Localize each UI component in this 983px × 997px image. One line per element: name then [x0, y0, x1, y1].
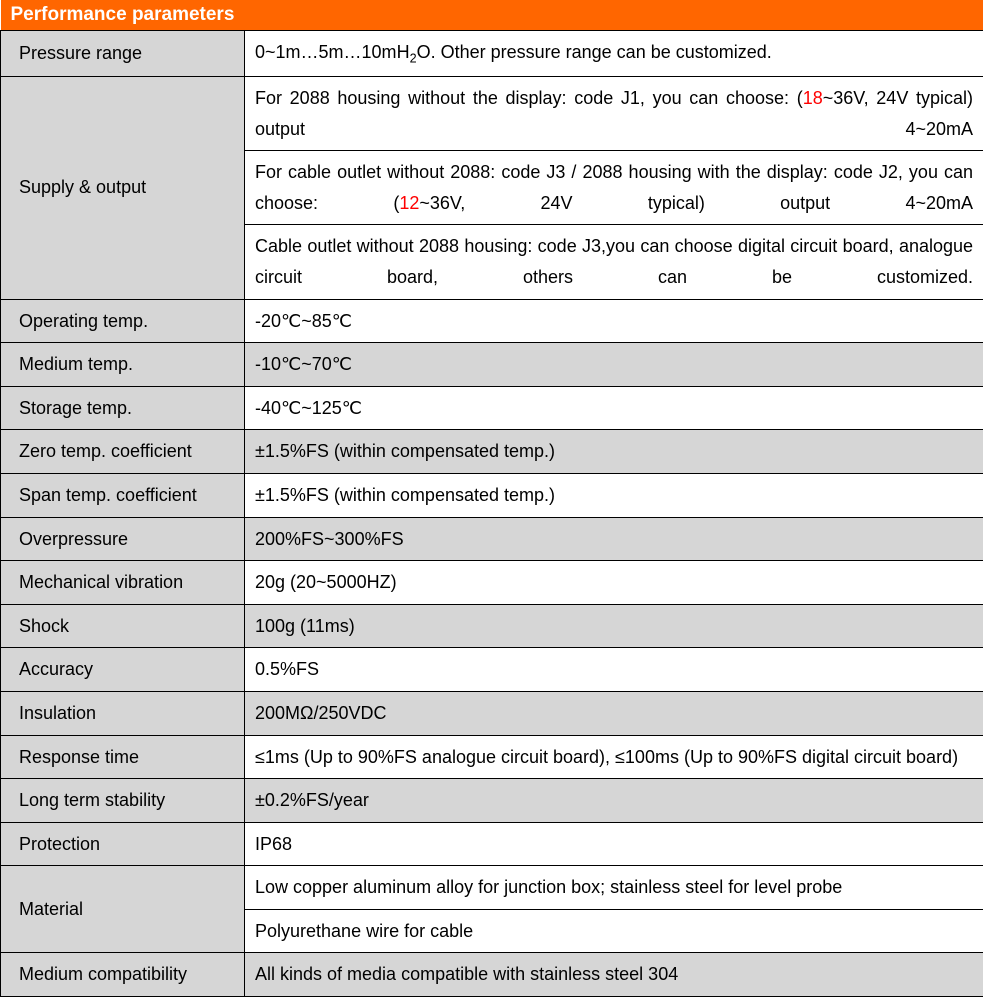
value-storage-temp: -40℃~125℃: [245, 386, 983, 430]
header-row: Performance parameters: [1, 0, 983, 31]
row-medium-compat: Medium compatibility All kinds of media …: [1, 953, 983, 997]
supply2-red: 12: [399, 193, 419, 213]
label-zero-coeff: Zero temp. coefficient: [1, 430, 245, 474]
label-overpressure: Overpressure: [1, 517, 245, 561]
supply1-red: 18: [803, 88, 823, 108]
label-medium-temp: Medium temp.: [1, 343, 245, 387]
header-title: Performance parameters: [1, 0, 983, 31]
row-long-term: Long term stability ±0.2%FS/year: [1, 779, 983, 823]
row-supply-output-1: Supply & output For 2088 housing without…: [1, 77, 983, 151]
value-mech-vibration: 20g (20~5000HZ): [245, 561, 983, 605]
row-mech-vibration: Mechanical vibration 20g (20~5000HZ): [1, 561, 983, 605]
supply1-pre: For 2088 housing without the display: co…: [255, 88, 803, 108]
value-shock: 100g (11ms): [245, 604, 983, 648]
value-supply-output-3: Cable outlet without 2088 housing: code …: [245, 225, 983, 299]
pressure-unit: H2O.: [397, 42, 436, 62]
row-operating-temp: Operating temp. -20℃~85℃: [1, 299, 983, 343]
pressure-suffix: Other pressure range can be customized.: [436, 42, 772, 62]
value-supply-output-1: For 2088 housing without the display: co…: [245, 77, 983, 151]
label-mech-vibration: Mechanical vibration: [1, 561, 245, 605]
row-accuracy: Accuracy 0.5%FS: [1, 648, 983, 692]
label-protection: Protection: [1, 822, 245, 866]
row-insulation: Insulation 200MΩ/250VDC: [1, 691, 983, 735]
label-accuracy: Accuracy: [1, 648, 245, 692]
value-zero-coeff: ±1.5%FS (within compensated temp.): [245, 430, 983, 474]
value-supply-output-2: For cable outlet without 2088: code J3 /…: [245, 151, 983, 225]
value-pressure-range: 0~1m…5m…10mH2O. Other pressure range can…: [245, 31, 983, 77]
row-medium-temp: Medium temp. -10℃~70℃: [1, 343, 983, 387]
label-operating-temp: Operating temp.: [1, 299, 245, 343]
label-medium-compat: Medium compatibility: [1, 953, 245, 997]
value-protection: IP68: [245, 822, 983, 866]
value-medium-temp: -10℃~70℃: [245, 343, 983, 387]
row-pressure-range: Pressure range 0~1m…5m…10mH2O. Other pre…: [1, 31, 983, 77]
row-response-time: Response time ≤1ms (Up to 90%FS analogue…: [1, 735, 983, 779]
value-span-coeff: ±1.5%FS (within compensated temp.): [245, 473, 983, 517]
supply2-post: ~36V, 24V typical) output 4~20mA: [419, 193, 973, 213]
value-overpressure: 200%FS~300%FS: [245, 517, 983, 561]
label-span-coeff: Span temp. coefficient: [1, 473, 245, 517]
value-medium-compat: All kinds of media compatible with stain…: [245, 953, 983, 997]
value-operating-temp: -20℃~85℃: [245, 299, 983, 343]
value-response-time: ≤1ms (Up to 90%FS analogue circuit board…: [245, 735, 983, 779]
label-shock: Shock: [1, 604, 245, 648]
row-shock: Shock 100g (11ms): [1, 604, 983, 648]
pressure-prefix: 0~1m…5m…10m: [255, 42, 397, 62]
value-accuracy: 0.5%FS: [245, 648, 983, 692]
value-material-2: Polyurethane wire for cable: [245, 909, 983, 953]
value-insulation: 200MΩ/250VDC: [245, 691, 983, 735]
label-insulation: Insulation: [1, 691, 245, 735]
row-span-coeff: Span temp. coefficient ±1.5%FS (within c…: [1, 473, 983, 517]
label-response-time: Response time: [1, 735, 245, 779]
row-overpressure: Overpressure 200%FS~300%FS: [1, 517, 983, 561]
row-material-1: Material Low copper aluminum alloy for j…: [1, 866, 983, 910]
row-protection: Protection IP68: [1, 822, 983, 866]
label-storage-temp: Storage temp.: [1, 386, 245, 430]
row-zero-coeff: Zero temp. coefficient ±1.5%FS (within c…: [1, 430, 983, 474]
row-storage-temp: Storage temp. -40℃~125℃: [1, 386, 983, 430]
label-supply-output: Supply & output: [1, 77, 245, 300]
value-material-1: Low copper aluminum alloy for junction b…: [245, 866, 983, 910]
label-pressure-range: Pressure range: [1, 31, 245, 77]
spec-table: Performance parameters Pressure range 0~…: [0, 0, 983, 997]
label-long-term: Long term stability: [1, 779, 245, 823]
value-long-term: ±0.2%FS/year: [245, 779, 983, 823]
label-material: Material: [1, 866, 245, 953]
